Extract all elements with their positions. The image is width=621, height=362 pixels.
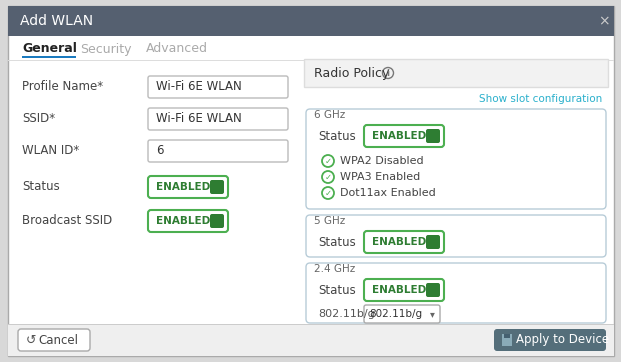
Bar [22,56,76,58]
Text: 802.11b/g: 802.11b/g [369,309,422,319]
Text: 6: 6 [156,144,163,157]
Bar [8,324,614,325]
Text: 802.11b/g: 802.11b/g [318,309,374,319]
FancyBboxPatch shape [148,140,288,162]
Text: SSID*: SSID* [22,113,55,126]
FancyBboxPatch shape [364,305,440,323]
Bar [304,59,608,87]
Bar [504,334,510,338]
FancyBboxPatch shape [306,109,606,209]
Text: ↺: ↺ [26,333,37,346]
Text: Profile Name*: Profile Name* [22,80,103,93]
Bar [8,6,614,36]
Bar [8,60,614,61]
Text: i: i [386,68,389,77]
FancyBboxPatch shape [364,125,444,147]
Text: ENABLED: ENABLED [156,182,211,192]
FancyBboxPatch shape [494,329,606,351]
Text: Status: Status [318,283,356,296]
Text: WPA3 Enabled: WPA3 Enabled [340,172,420,182]
FancyBboxPatch shape [148,176,228,198]
FancyBboxPatch shape [426,235,440,249]
FancyBboxPatch shape [364,231,444,253]
Text: 5 GHz: 5 GHz [314,216,345,226]
Text: Dot11ax Enabled: Dot11ax Enabled [340,188,436,198]
Text: ×: × [598,14,610,28]
Text: Status: Status [22,181,60,194]
FancyBboxPatch shape [364,279,444,301]
Text: Security: Security [80,42,132,55]
Text: Cancel: Cancel [38,333,78,346]
FancyBboxPatch shape [148,108,288,130]
Text: Apply to Device: Apply to Device [516,333,609,346]
Text: Status: Status [318,130,356,143]
Text: Advanced: Advanced [146,42,208,55]
Text: ENABLED: ENABLED [372,237,426,247]
FancyBboxPatch shape [18,329,90,351]
Text: WLAN ID*: WLAN ID* [22,144,79,157]
Bar [502,334,512,346]
Text: ENABLED: ENABLED [372,131,426,141]
Text: Show slot configuration: Show slot configuration [479,94,602,104]
Text: ▾: ▾ [430,309,435,319]
Text: ✓: ✓ [325,173,332,181]
FancyBboxPatch shape [148,210,228,232]
FancyBboxPatch shape [426,129,440,143]
FancyBboxPatch shape [306,263,606,323]
Text: ✓: ✓ [325,189,332,198]
Text: General: General [22,42,77,55]
Text: WPA2 Disabled: WPA2 Disabled [340,156,424,166]
FancyBboxPatch shape [306,215,606,257]
FancyBboxPatch shape [210,214,224,228]
FancyBboxPatch shape [426,283,440,297]
Text: 6 GHz: 6 GHz [314,110,345,120]
Text: ENABLED: ENABLED [156,216,211,226]
Bar [8,324,614,356]
Text: Wi-Fi 6E WLAN: Wi-Fi 6E WLAN [156,80,242,93]
FancyBboxPatch shape [148,76,288,98]
Text: 2.4 GHz: 2.4 GHz [314,264,355,274]
Text: Radio Policy: Radio Policy [314,67,389,80]
FancyBboxPatch shape [210,180,224,194]
Text: Wi-Fi 6E WLAN: Wi-Fi 6E WLAN [156,113,242,126]
Text: Status: Status [318,236,356,248]
Text: ENABLED: ENABLED [372,285,426,295]
Text: Broadcast SSID: Broadcast SSID [22,215,112,227]
Text: Add WLAN: Add WLAN [20,14,93,28]
Text: ✓: ✓ [325,156,332,165]
